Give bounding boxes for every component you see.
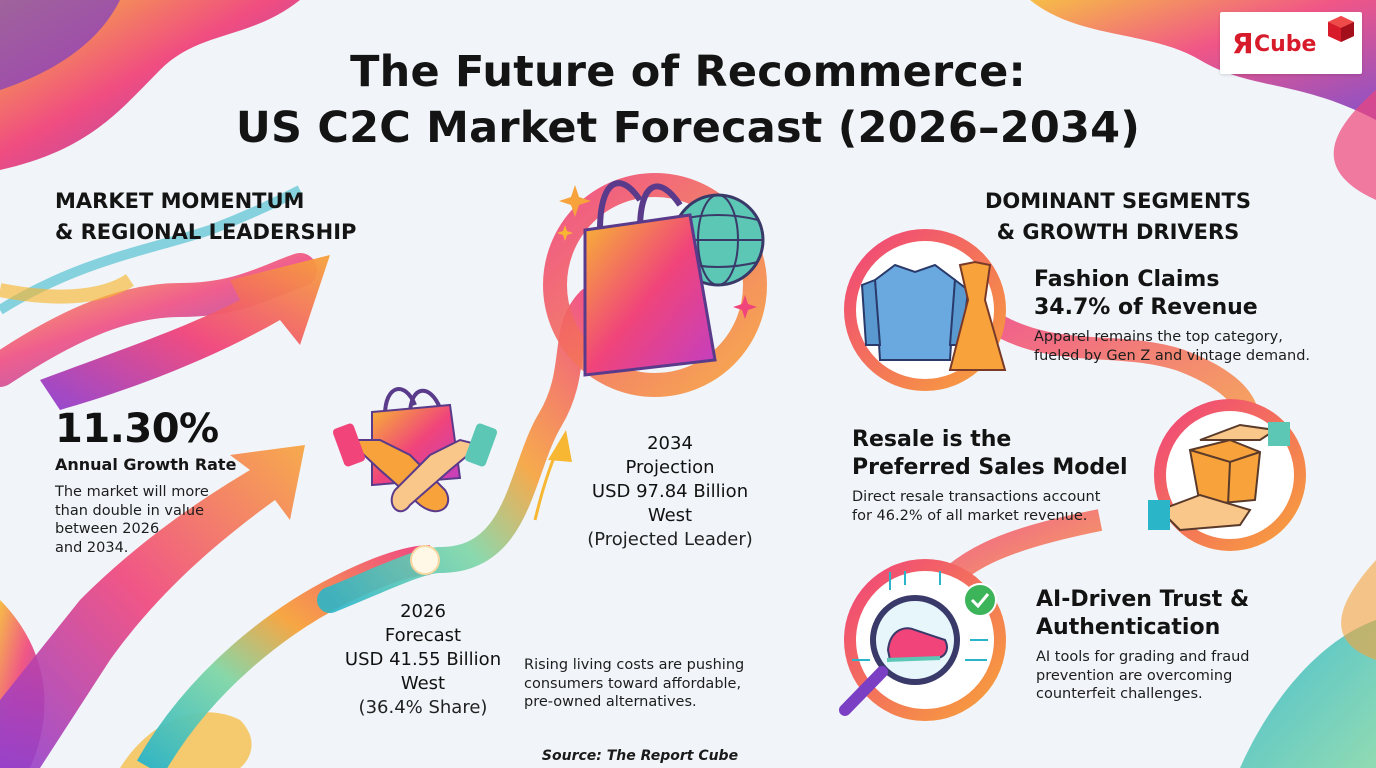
- segment-ai-desc: AI tools for grading and fraud preventio…: [1036, 648, 1250, 704]
- title-line-2: US C2C Market Forecast (2026–2034): [235, 103, 1141, 153]
- growth-desc-line: and 2034.: [55, 539, 129, 556]
- segment-desc-line: for 46.2% of all market revenue.: [852, 507, 1088, 524]
- segment-title-line: 34.7% of Revenue: [1034, 295, 1258, 320]
- costs-line: consumers toward affordable,: [524, 675, 742, 692]
- segment-desc-line: prevention are overcoming: [1036, 667, 1233, 684]
- projection-region: West: [647, 505, 693, 526]
- projection-2034: 2034 Projection USD 97.84 Billion West (…: [560, 432, 780, 552]
- segment-resale-desc: Direct resale transactions account for 4…: [852, 488, 1100, 525]
- magnifier-sneaker-icon: [839, 595, 960, 716]
- brand-logo: Я Cube: [1220, 12, 1362, 74]
- segment-desc-line: Direct resale transactions account: [852, 489, 1101, 505]
- segment-desc-line: Apparel remains the top category,: [1034, 329, 1283, 345]
- source-credit: Source: The Report Cube: [541, 748, 739, 764]
- right-heading-line-1: DOMINANT SEGMENTS: [984, 189, 1251, 213]
- right-heading-line-2: & GROWTH DRIVERS: [996, 220, 1240, 244]
- segment-title-line: Fashion Claims: [1034, 267, 1220, 292]
- segment-title-line: Authentication: [1036, 615, 1221, 640]
- forecast-value: USD 41.55 Billion: [344, 649, 502, 670]
- segment-title-line: Resale is the: [852, 427, 1012, 452]
- growth-rate-label: Annual Growth Rate: [55, 455, 237, 474]
- segment-desc-line: fueled by Gen Z and vintage demand.: [1034, 347, 1311, 364]
- growth-rate-value: 11.30%: [55, 406, 219, 452]
- projection-value: USD 97.84 Billion: [591, 481, 749, 502]
- left-heading-line-1: MARKET MOMENTUM: [55, 189, 305, 213]
- growth-arrow-icon: [40, 255, 330, 410]
- forecast-2026: 2026 Forecast USD 41.55 Billion West (36…: [310, 600, 536, 720]
- package-hand-icon: [1148, 422, 1290, 532]
- shopping-bag-icon: [583, 180, 717, 377]
- left-heading-line-2: & REGIONAL LEADERSHIP: [55, 220, 357, 244]
- projection-note: (Projected Leader): [587, 529, 753, 550]
- forecast-region: West: [400, 673, 446, 694]
- growth-desc-line: than double in value: [55, 502, 205, 519]
- left-section-heading: MARKET MOMENTUM & REGIONAL LEADERSHIP: [55, 186, 356, 248]
- segment-fashion-desc: Apparel remains the top category, fueled…: [1034, 328, 1310, 365]
- page-title: The Future of Recommerce: US C2C Market …: [0, 44, 1376, 156]
- forecast-note: (36.4% Share): [358, 697, 488, 718]
- projection-year: 2034: [647, 433, 693, 454]
- segment-resale-title: Resale is the Preferred Sales Model: [852, 426, 1128, 482]
- title-line-1: The Future of Recommerce:: [350, 47, 1026, 97]
- right-section-heading: DOMINANT SEGMENTS & GROWTH DRIVERS: [960, 186, 1276, 248]
- costs-line: Rising living costs are pushing: [524, 657, 745, 673]
- forecast-year: 2026: [400, 601, 446, 622]
- segment-title-line: Preferred Sales Model: [852, 455, 1128, 480]
- check-badge-icon: [963, 583, 997, 617]
- handshake-icon: [332, 387, 498, 513]
- segment-desc-line: AI tools for grading and fraud: [1036, 649, 1250, 665]
- apparel-icon: [860, 260, 1007, 371]
- forecast-label: Forecast: [384, 625, 462, 646]
- growth-desc-line: The market will more: [55, 484, 209, 500]
- logo-text: Cube: [1254, 32, 1317, 57]
- growth-description: The market will more than double in valu…: [55, 483, 209, 557]
- growth-desc-line: between 2026: [55, 521, 160, 537]
- cube-icon: [1328, 16, 1354, 42]
- living-costs-note: Rising living costs are pushing consumer…: [524, 656, 744, 712]
- logo-mark: Я: [1232, 27, 1254, 60]
- costs-line: pre-owned alternatives.: [524, 694, 697, 710]
- segment-title-line: AI-Driven Trust &: [1036, 587, 1250, 612]
- segment-fashion-title: Fashion Claims 34.7% of Revenue: [1034, 266, 1258, 322]
- segment-ai-title: AI-Driven Trust & Authentication: [1036, 586, 1249, 642]
- segment-desc-line: counterfeit challenges.: [1036, 686, 1203, 702]
- projection-label: Projection: [625, 457, 715, 478]
